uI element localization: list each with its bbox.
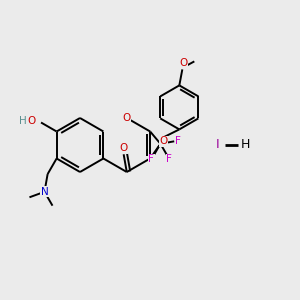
- Text: F: F: [148, 154, 154, 164]
- Text: H: H: [240, 139, 250, 152]
- Text: O: O: [179, 58, 188, 68]
- Text: O: O: [159, 136, 167, 146]
- Text: O: O: [28, 116, 36, 127]
- Text: H: H: [19, 116, 27, 127]
- Text: F: F: [167, 154, 172, 164]
- Text: O: O: [123, 113, 131, 123]
- Text: F: F: [175, 136, 181, 146]
- Text: O: O: [119, 143, 128, 153]
- Text: I: I: [216, 139, 220, 152]
- Text: N: N: [40, 187, 48, 197]
